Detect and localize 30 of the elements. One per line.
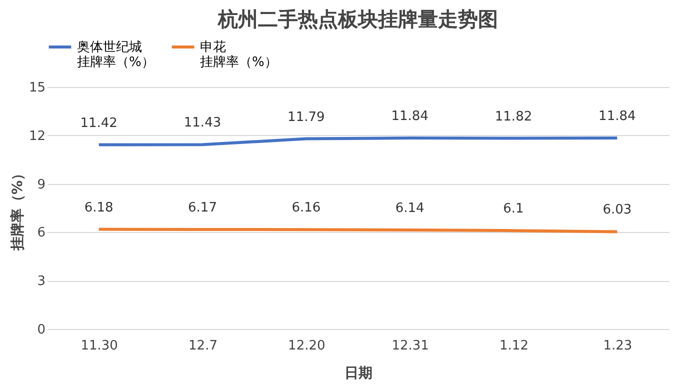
data-label: 6.18 xyxy=(84,200,114,216)
data-label: 6.1 xyxy=(503,202,524,217)
x-axis-title: 日期 xyxy=(344,366,372,382)
x-tick-label: 1.23 xyxy=(603,338,632,354)
y-tick-label: 3 xyxy=(37,274,46,290)
legend-label: 申花挂牌率（%） xyxy=(200,40,278,70)
data-label: 11.84 xyxy=(598,108,636,124)
x-tick-label: 12.31 xyxy=(392,338,429,354)
x-tick-label: 12.20 xyxy=(288,338,326,354)
data-label: 6.16 xyxy=(292,200,321,216)
data-label: 11.42 xyxy=(80,116,118,131)
data-label: 11.82 xyxy=(494,109,532,124)
y-axis-title: 挂牌率（%） xyxy=(8,166,26,252)
data-label: 6.03 xyxy=(602,202,632,218)
data-label: 11.43 xyxy=(184,116,222,131)
data-label: 6.14 xyxy=(395,200,424,216)
data-label: 11.84 xyxy=(391,108,428,124)
chart-title: 杭州二手热点板块挂牌量走势图 xyxy=(217,7,498,31)
y-tick-label: 6 xyxy=(37,226,46,241)
x-tick-label: 12.7 xyxy=(188,338,218,354)
y-tick-label: 0 xyxy=(37,322,46,338)
legend-label: 奥体世纪城挂牌率（%） xyxy=(77,40,154,70)
y-tick-label: 15 xyxy=(28,80,46,96)
data-label: 11.79 xyxy=(288,110,325,125)
data-label: 6.17 xyxy=(188,200,217,216)
y-tick-label: 9 xyxy=(37,177,46,192)
x-tick-label: 11.30 xyxy=(80,338,118,354)
x-tick-label: 1.12 xyxy=(500,338,528,354)
line-series xyxy=(97,136,619,146)
y-tick-label: 12 xyxy=(28,128,46,144)
